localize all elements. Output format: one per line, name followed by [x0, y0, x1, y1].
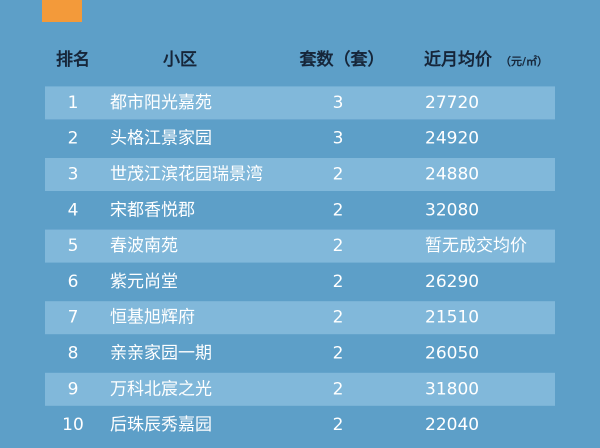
rank-cell: 8	[68, 344, 79, 364]
price-cell: 24880	[425, 165, 479, 185]
header-cell: 近月均价	[424, 49, 493, 70]
price-cell: 24920	[425, 129, 479, 149]
row-band	[45, 86, 555, 120]
header-cell: 套数（套）	[299, 49, 385, 70]
price-cell: 26050	[425, 344, 479, 364]
name-cell: 春波南苑	[110, 236, 178, 256]
price-cell: 22040	[425, 415, 479, 435]
count-cell: 2	[333, 379, 344, 399]
unit: （元/㎡）	[500, 54, 548, 68]
rank-cell: 1	[68, 93, 79, 113]
rank-cell: 9	[68, 379, 79, 399]
price-cell: 26290	[425, 272, 479, 292]
count-cell: 2	[333, 200, 344, 220]
name-cell: 世茂江滨花园瑞景湾	[110, 165, 263, 185]
name-cell: 宋都香悦郡	[110, 200, 195, 220]
count-cell: 2	[333, 165, 344, 185]
count-cell: 2	[333, 308, 344, 328]
name-cell: 万科北宸之光	[110, 379, 212, 399]
count-cell: 2	[333, 415, 344, 435]
rank-cell: 7	[68, 308, 79, 328]
rank-cell: 3	[68, 165, 79, 185]
name-cell: 紫元尚堂	[110, 272, 178, 292]
header-cell: 小区	[163, 50, 197, 70]
rank-cell: 5	[68, 236, 79, 256]
count-cell: 2	[333, 272, 344, 292]
rank-cell: 4	[68, 200, 79, 220]
count-cell: 3	[333, 93, 344, 113]
row-band	[45, 301, 555, 335]
rank-cell: 2	[68, 129, 79, 149]
name-cell: 头格江景家园	[110, 129, 212, 149]
row-band	[45, 158, 555, 191]
price-cell: 32080	[425, 200, 479, 220]
price-cell: 27720	[425, 93, 479, 113]
count-cell: 2	[333, 236, 344, 256]
rank-cell: 6	[68, 272, 79, 292]
name-cell: 恒基旭辉府	[110, 308, 195, 328]
count-cell: 2	[333, 344, 344, 364]
logo-block	[42, 0, 82, 22]
name-cell: 亲亲家园一期	[110, 344, 212, 364]
name-cell: 后珠辰秀嘉园	[110, 415, 212, 435]
header-cell: 排名	[56, 49, 90, 70]
rank-cell: 10	[62, 415, 84, 435]
price-cell: 暂无成交均价	[425, 236, 527, 256]
count-cell: 3	[333, 129, 344, 149]
price-cell: 31800	[425, 379, 479, 399]
price-cell: 21510	[425, 308, 479, 328]
row-band	[45, 229, 555, 263]
row-band	[45, 372, 555, 406]
name-cell: 都市阳光嘉苑	[110, 93, 212, 113]
